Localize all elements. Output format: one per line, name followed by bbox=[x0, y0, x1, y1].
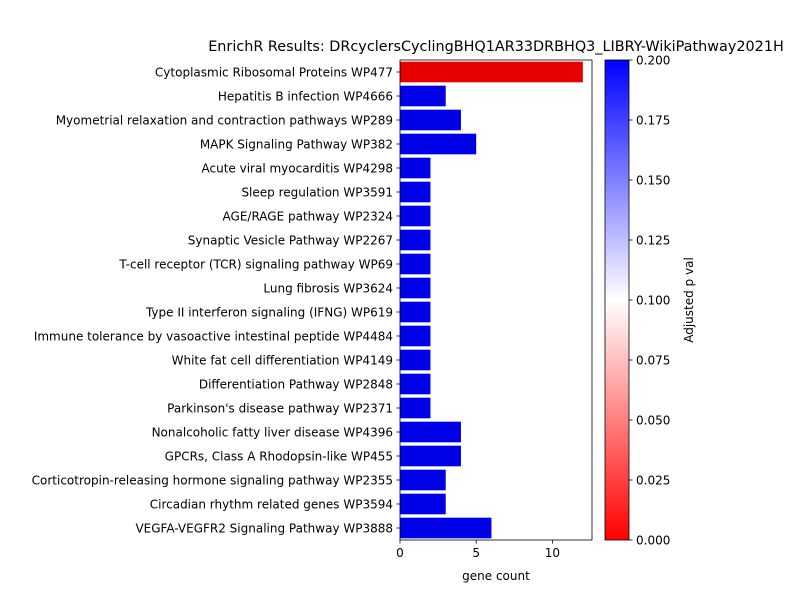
category-label: Parkinson's disease pathway WP2371 bbox=[167, 401, 393, 415]
category-label: Synaptic Vesicle Pathway WP2267 bbox=[188, 233, 393, 247]
axes bbox=[399, 59, 593, 541]
category-label: Corticotropin-releasing hormone signalin… bbox=[32, 473, 393, 487]
chart-title: EnrichR Results: DRcyclersCyclingBHQ1AR3… bbox=[208, 39, 784, 55]
bar-15 bbox=[400, 421, 461, 443]
category-labels: Cytoplasmic Ribosomal Proteins WP477 Hepa… bbox=[32, 65, 400, 535]
category-label: MAPK Signaling Pathway WP382 bbox=[200, 137, 393, 151]
bar-1 bbox=[400, 85, 446, 107]
bar-11 bbox=[400, 325, 431, 347]
bar-14 bbox=[400, 397, 431, 419]
plot-frame bbox=[399, 59, 593, 541]
category-label: VEGFA-VEGFR2 Signaling Pathway WP3888 bbox=[135, 521, 393, 535]
category-label: Hepatitis B infection WP4666 bbox=[218, 89, 393, 103]
category-label: Sleep regulation WP3591 bbox=[241, 185, 393, 199]
category-label: Cytoplasmic Ribosomal Proteins WP477 bbox=[155, 65, 393, 79]
colorbar-tick-label: 0.100 bbox=[636, 293, 670, 307]
bar-16 bbox=[400, 445, 461, 467]
bar-6 bbox=[400, 205, 431, 227]
category-label: GPCRs, Class A Rhodopsin-like WP455 bbox=[165, 449, 393, 463]
bar-8 bbox=[400, 253, 431, 275]
colorbar-tick-label: 0.075 bbox=[636, 353, 670, 367]
colorbar-tick-label: 0.175 bbox=[636, 113, 670, 127]
bar-9 bbox=[400, 277, 431, 299]
category-label: Acute viral myocarditis WP4298 bbox=[202, 161, 393, 175]
bar-17 bbox=[400, 469, 446, 491]
colorbar-gradient bbox=[604, 59, 630, 541]
bar-5 bbox=[400, 181, 431, 203]
category-label: Type II interferon signaling (IFNG) WP61… bbox=[145, 305, 393, 319]
category-label: Differentiation Pathway WP2848 bbox=[199, 377, 393, 391]
colorbar-tick-label: 0.050 bbox=[636, 413, 670, 427]
colorbar: 0.000 0.025 0.050 0.075 0.100 0.125 0.150 0.175… bbox=[604, 53, 670, 547]
colorbar-tick-label: 0.125 bbox=[636, 233, 670, 247]
bar-10 bbox=[400, 301, 431, 323]
category-label: White fat cell differentiation WP4149 bbox=[172, 353, 393, 367]
category-label: Nonalcoholic fatty liver disease WP4396 bbox=[152, 425, 393, 439]
bar-4 bbox=[400, 157, 431, 179]
x-tick-label: 5 bbox=[472, 546, 480, 560]
colorbar-label: Adjusted p val bbox=[682, 257, 696, 343]
bar-3 bbox=[400, 133, 477, 155]
bar-12 bbox=[400, 349, 431, 371]
bars-group bbox=[400, 61, 583, 539]
category-label: Lung fibrosis WP3624 bbox=[263, 281, 393, 295]
category-label: Circadian rhythm related genes WP3594 bbox=[150, 497, 393, 511]
x-tick-label: 0 bbox=[396, 546, 404, 560]
x-tick-label: 10 bbox=[545, 546, 560, 560]
colorbar-tick-label: 0.025 bbox=[636, 473, 670, 487]
bar-0 bbox=[400, 61, 583, 83]
category-label: Immune tolerance by vasoactive intestina… bbox=[34, 329, 393, 343]
colorbar-tick-label: 0.150 bbox=[636, 173, 670, 187]
category-label: Myometrial relaxation and contraction pa… bbox=[56, 113, 393, 127]
x-axis-label: gene count bbox=[462, 569, 530, 583]
colorbar-tick-label: 0.200 bbox=[636, 53, 670, 67]
bar-13 bbox=[400, 373, 431, 395]
bar-2 bbox=[400, 109, 461, 131]
category-label: T-cell receptor (TCR) signaling pathway … bbox=[118, 257, 393, 271]
bar-18 bbox=[400, 493, 446, 515]
x-axis-ticks: 0 5 10 bbox=[396, 540, 560, 560]
bar-19 bbox=[400, 517, 492, 539]
category-label: AGE/RAGE pathway WP2324 bbox=[223, 209, 393, 223]
colorbar-tick-label: 0.000 bbox=[636, 533, 670, 547]
bar-7 bbox=[400, 229, 431, 251]
